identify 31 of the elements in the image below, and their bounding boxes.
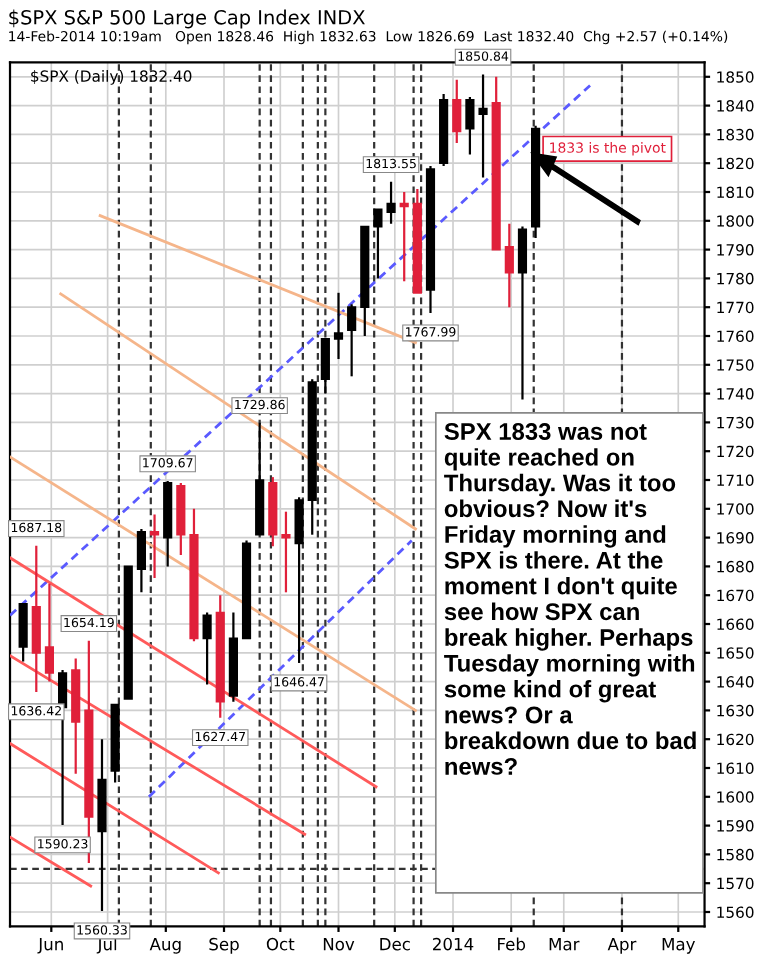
candlestick (478, 73, 488, 179)
chart-title: $SPX S&P 500 Large Cap Index INDX (9, 9, 365, 29)
x-tick-label: Feb (498, 937, 526, 951)
candlestick (399, 190, 409, 283)
candlestick (504, 222, 514, 309)
candlestick (44, 582, 55, 683)
candlestick (333, 291, 344, 361)
candlestick (517, 225, 528, 401)
candlestick (149, 513, 160, 580)
x-tick-label: Sep (209, 937, 239, 954)
candlestick (465, 95, 475, 156)
candlestick (347, 303, 357, 378)
text: SPX 1833 was not quite reached on Thursday. Was it too obvious? Now it's Friday morning and SPX is there. At the moment I don't quite see how SPX can break higher. Perhaps Tuesday morning with some kind of great news? Or a breakdown due to bad news? (444, 423, 696, 775)
x-tick-label: Aug (149, 938, 181, 954)
x-tick-label: Dec (380, 938, 410, 951)
candlestick (18, 602, 28, 663)
candlestick (281, 510, 291, 594)
candlestick (31, 544, 41, 694)
x-tick-label: Jun (37, 938, 63, 954)
x-tick-label: Apr (607, 938, 637, 954)
candlestick (320, 337, 330, 395)
candlestick (202, 611, 212, 686)
candlestick (452, 78, 462, 145)
x-tick-label: 2014 (433, 937, 474, 951)
candlestick (294, 496, 304, 665)
x-tick-label: Nov (323, 938, 355, 951)
x-tick-label: Oct (266, 937, 295, 951)
x-tick-label: Jul (96, 937, 117, 954)
x-tick-label: Mar (549, 938, 580, 951)
candlestick (136, 527, 146, 594)
x-tick-label: May (662, 938, 695, 954)
